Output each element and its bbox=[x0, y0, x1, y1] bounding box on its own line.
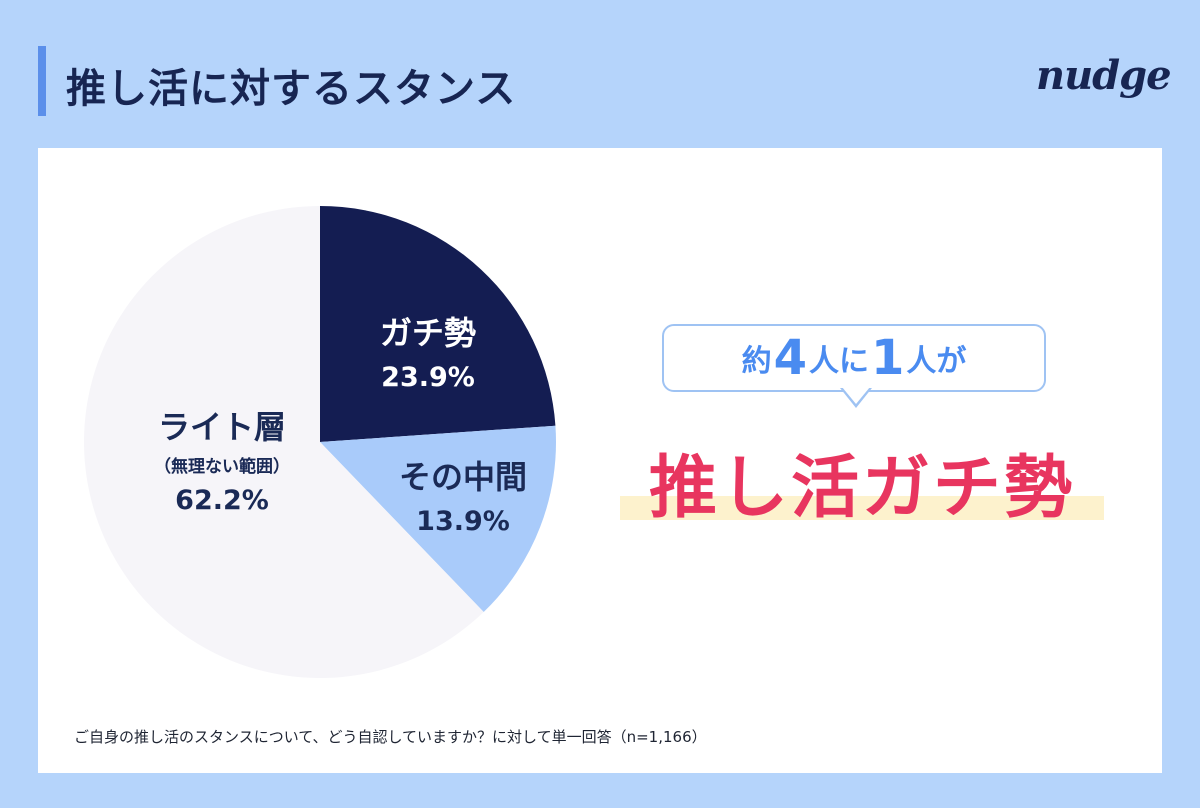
title-accent-bar bbox=[38, 46, 46, 116]
headline-text: 推し活ガチ勢 bbox=[648, 449, 1075, 528]
pie-slice bbox=[320, 425, 556, 612]
callout-num-four: 4 bbox=[773, 330, 807, 386]
slice-sublabel-light: （無理ない範囲） bbox=[154, 457, 290, 477]
slice-name-light: ライト層 bbox=[157, 408, 286, 446]
slice-label-gachi: ガチ勢 23.9% bbox=[366, 308, 490, 393]
pie-chart bbox=[84, 206, 556, 678]
callout-suffix: 人が bbox=[906, 344, 967, 379]
page-title: 推し活に対するスタンス bbox=[66, 66, 517, 112]
callout-bubble: 約 4 人に 1 人が bbox=[662, 324, 1046, 392]
pie-slice bbox=[84, 206, 484, 678]
slice-value-light: 62.2% bbox=[175, 485, 269, 516]
slice-label-light: ライト層 （無理ない範囲） 62.2% bbox=[138, 402, 306, 516]
nudge-logo: nudge bbox=[1036, 52, 1172, 99]
slice-name-gachi: ガチ勢 bbox=[379, 314, 476, 352]
pie-slice bbox=[320, 206, 556, 442]
slice-name-middle: その中間 bbox=[398, 458, 527, 496]
bubble-tail-fill bbox=[842, 387, 870, 404]
slice-value-gachi: 23.9% bbox=[381, 362, 475, 393]
headline-highlight bbox=[620, 496, 1104, 520]
callout-num-one: 1 bbox=[871, 330, 905, 386]
slice-label-middle: その中間 13.9% bbox=[382, 452, 544, 537]
callout-middle: 人に bbox=[809, 344, 869, 379]
survey-footnote: ご自身の推し活のスタンスについて、どう自認していますか？に対して単一回答（n=1… bbox=[74, 728, 707, 746]
callout-prefix: 約 bbox=[741, 344, 772, 379]
slice-value-middle: 13.9% bbox=[416, 506, 510, 537]
